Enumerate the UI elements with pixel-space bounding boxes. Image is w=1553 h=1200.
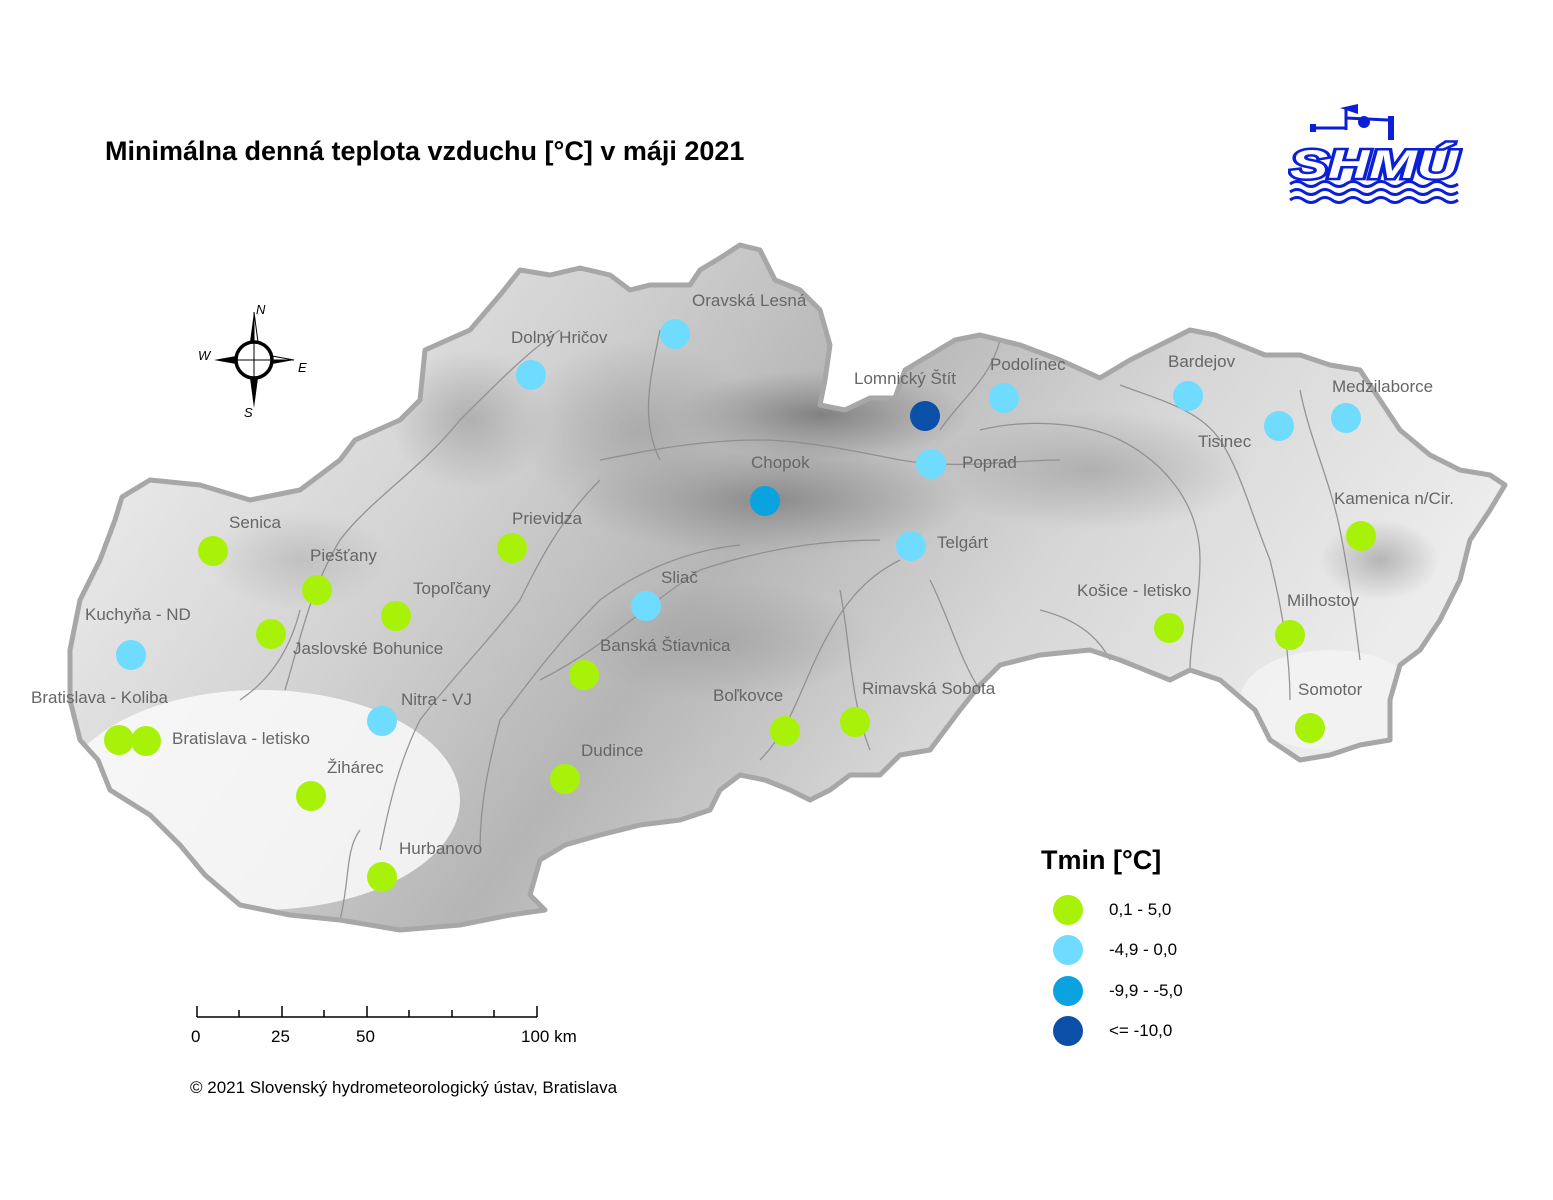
shmu-logo: SHMÚ (1288, 104, 1462, 204)
station-marker[interactable] (896, 531, 926, 561)
station-label: Kamenica n/Cir. (1334, 489, 1454, 508)
station-label: Somotor (1298, 680, 1363, 699)
station-marker[interactable] (1264, 411, 1294, 441)
legend-item: 0,1 - 5,0 (1053, 895, 1171, 925)
legend-swatch (1053, 895, 1083, 925)
station-marker[interactable] (660, 319, 690, 349)
station-marker[interactable] (550, 764, 580, 794)
station-marker[interactable] (1275, 620, 1305, 650)
station-label: Bratislava - Koliba (31, 688, 169, 707)
station-label: Topoľčany (413, 579, 491, 598)
station-marker[interactable] (116, 640, 146, 670)
compass-icon: N S E W (198, 302, 307, 420)
station-marker[interactable] (569, 660, 599, 690)
station-label: Milhostov (1287, 591, 1359, 610)
compass-west-label: W (198, 348, 212, 363)
station-label: Dudince (581, 741, 643, 760)
scale-tick-label: 0 (191, 1027, 201, 1046)
station-marker[interactable] (516, 360, 546, 390)
station-marker[interactable] (497, 533, 527, 563)
station-marker[interactable] (770, 716, 800, 746)
station-label: Boľkovce (713, 686, 783, 705)
station-label: Bratislava - letisko (172, 729, 310, 748)
scale-tick-label: 100 km (521, 1027, 577, 1046)
station-marker[interactable] (381, 601, 411, 631)
station-marker[interactable] (1295, 713, 1325, 743)
scale-tick-label: 50 (356, 1027, 375, 1046)
compass-north-label: N (256, 302, 266, 317)
station-marker[interactable] (910, 401, 940, 431)
compass-east-label: E (298, 360, 307, 375)
logo-text: SHMÚ (1290, 141, 1460, 187)
legend-item: <= -10,0 (1053, 1016, 1172, 1046)
station-marker[interactable] (296, 781, 326, 811)
station-label: Chopok (751, 453, 810, 472)
station-label: Oravská Lesná (692, 291, 807, 310)
station-label: Tisinec (1198, 432, 1252, 451)
station-label: Nitra - VJ (401, 690, 472, 709)
station-marker[interactable] (302, 575, 332, 605)
legend-swatch (1053, 935, 1083, 965)
station-label: Bardejov (1168, 352, 1236, 371)
station-marker[interactable] (1173, 381, 1203, 411)
station-label: Senica (229, 513, 282, 532)
station-marker[interactable] (104, 725, 134, 755)
country-relief (70, 245, 1505, 930)
legend-swatch (1053, 976, 1083, 1006)
legend-title: Tmin [°C] (1041, 845, 1162, 875)
station-label: Telgárt (937, 533, 988, 552)
scale-bar (196, 1006, 538, 1018)
station-marker[interactable] (131, 726, 161, 756)
station-label: Lomnický Štít (854, 369, 956, 388)
station-label: Rimavská Sobota (862, 679, 996, 698)
station-label: Jaslovské Bohunice (293, 639, 443, 658)
station-label: Sliač (661, 568, 698, 587)
map-title: Minimálna denná teplota vzduchu [°C] v m… (105, 136, 745, 166)
scale-tick-label: 25 (271, 1027, 290, 1046)
station-label: Poprad (962, 453, 1017, 472)
station-label: Žihárec (327, 758, 384, 777)
station-marker[interactable] (916, 449, 946, 479)
station-marker[interactable] (631, 591, 661, 621)
legend-swatch (1053, 1016, 1083, 1046)
basin-boundaries (239, 329, 1361, 921)
compass-south-label: S (244, 405, 253, 420)
station-label: Hurbanovo (399, 839, 482, 858)
legend-item: -9,9 - -5,0 (1053, 976, 1183, 1006)
station-marker[interactable] (1346, 521, 1376, 551)
station-label: Medzilaborce (1332, 377, 1433, 396)
station-marker[interactable] (750, 486, 780, 516)
legend-label: 0,1 - 5,0 (1109, 900, 1172, 919)
station-marker[interactable] (198, 536, 228, 566)
legend-item: -4,9 - 0,0 (1053, 935, 1177, 965)
station-marker[interactable] (367, 706, 397, 736)
copyright-notice: © 2021 Slovenský hydrometeorologický úst… (190, 1078, 618, 1097)
station-label: Banská Štiavnica (600, 636, 731, 655)
station-label: Piešťany (310, 546, 377, 565)
legend-label: <= -10,0 (1109, 1021, 1173, 1040)
station-marker[interactable] (840, 707, 870, 737)
station-marker[interactable] (1154, 613, 1184, 643)
station-label: Prievidza (512, 509, 582, 528)
station-marker[interactable] (367, 862, 397, 892)
legend-label: -4,9 - 0,0 (1109, 940, 1178, 959)
station-label: Podolínec (990, 355, 1066, 374)
stations-layer: Oravská Lesná Dolný Hričov Lomnický Štít… (31, 291, 1454, 892)
station-label: Košice - letisko (1077, 581, 1191, 600)
station-marker[interactable] (989, 383, 1019, 413)
station-label: Dolný Hričov (511, 328, 608, 347)
station-marker[interactable] (1331, 403, 1361, 433)
station-marker[interactable] (256, 619, 286, 649)
legend-label: -9,9 - -5,0 (1109, 981, 1183, 1000)
station-label: Kuchyňa - ND (85, 605, 191, 624)
